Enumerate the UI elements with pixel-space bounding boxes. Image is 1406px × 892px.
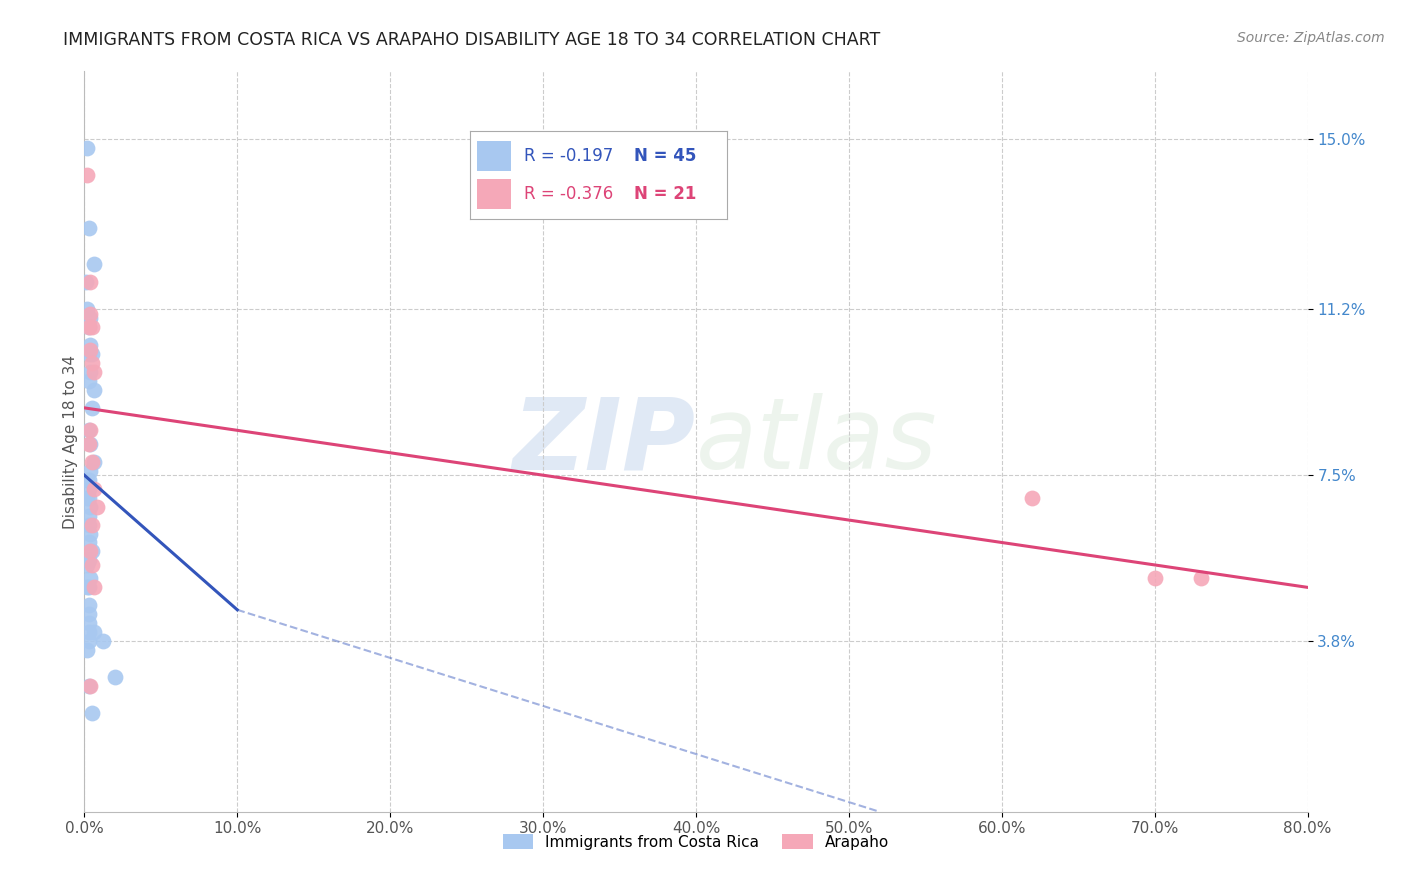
Text: atlas: atlas [696, 393, 938, 490]
Point [77, 473, 100, 487]
Point [83, 625, 105, 640]
Point [77, 482, 100, 496]
Point [76, 580, 98, 594]
Point [76, 643, 98, 657]
Point [79, 423, 101, 437]
Point [77, 508, 100, 523]
Point [77, 580, 100, 594]
Point [1143, 571, 1166, 585]
Point [83, 482, 105, 496]
Point [79, 526, 101, 541]
Point [76, 168, 98, 182]
Point [1189, 571, 1212, 585]
Point [77, 347, 100, 361]
Point [75, 275, 97, 289]
Point [77, 437, 100, 451]
Point [83, 383, 105, 397]
Point [79, 275, 101, 289]
Point [76, 141, 98, 155]
Point [76, 302, 98, 317]
Point [77, 517, 100, 532]
Point [80, 356, 103, 370]
Point [77, 679, 100, 693]
Text: Source: ZipAtlas.com: Source: ZipAtlas.com [1237, 31, 1385, 45]
Point [77, 320, 100, 334]
Point [104, 670, 127, 684]
Point [79, 437, 101, 451]
Point [77, 634, 100, 648]
Point [80, 320, 103, 334]
Text: IMMIGRANTS FROM COSTA RICA VS ARAPAHO DISABILITY AGE 18 TO 34 CORRELATION CHART: IMMIGRANTS FROM COSTA RICA VS ARAPAHO DI… [63, 31, 880, 49]
Point [76, 558, 98, 572]
Text: ZIP: ZIP [513, 393, 696, 490]
Point [80, 401, 103, 415]
Point [77, 553, 100, 567]
Point [76, 473, 98, 487]
Point [79, 571, 101, 585]
Point [77, 607, 100, 622]
Point [91, 634, 114, 648]
Point [76, 491, 98, 505]
Point [86, 500, 108, 514]
Point [80, 706, 103, 720]
Point [79, 311, 101, 326]
Point [79, 464, 101, 478]
Point [77, 221, 100, 235]
Point [80, 455, 103, 469]
Y-axis label: Disability Age 18 to 34: Disability Age 18 to 34 [63, 354, 77, 529]
Point [80, 347, 103, 361]
Point [77, 625, 100, 640]
Point [77, 535, 100, 549]
Point [83, 365, 105, 379]
Legend: Immigrants from Costa Rica, Arapaho: Immigrants from Costa Rica, Arapaho [496, 828, 896, 856]
Point [77, 320, 100, 334]
Point [77, 423, 100, 437]
Point [79, 544, 101, 558]
Point [83, 580, 105, 594]
Point [80, 544, 103, 558]
Point [80, 517, 103, 532]
Point [1021, 491, 1043, 505]
Point [77, 599, 100, 613]
Point [77, 374, 100, 388]
Point [83, 455, 105, 469]
Point [79, 500, 101, 514]
Point [83, 257, 105, 271]
Point [80, 558, 103, 572]
Point [79, 307, 101, 321]
Point [79, 679, 101, 693]
Point [77, 491, 100, 505]
Point [79, 365, 101, 379]
Point [79, 338, 101, 352]
Point [79, 343, 101, 357]
Point [77, 616, 100, 631]
